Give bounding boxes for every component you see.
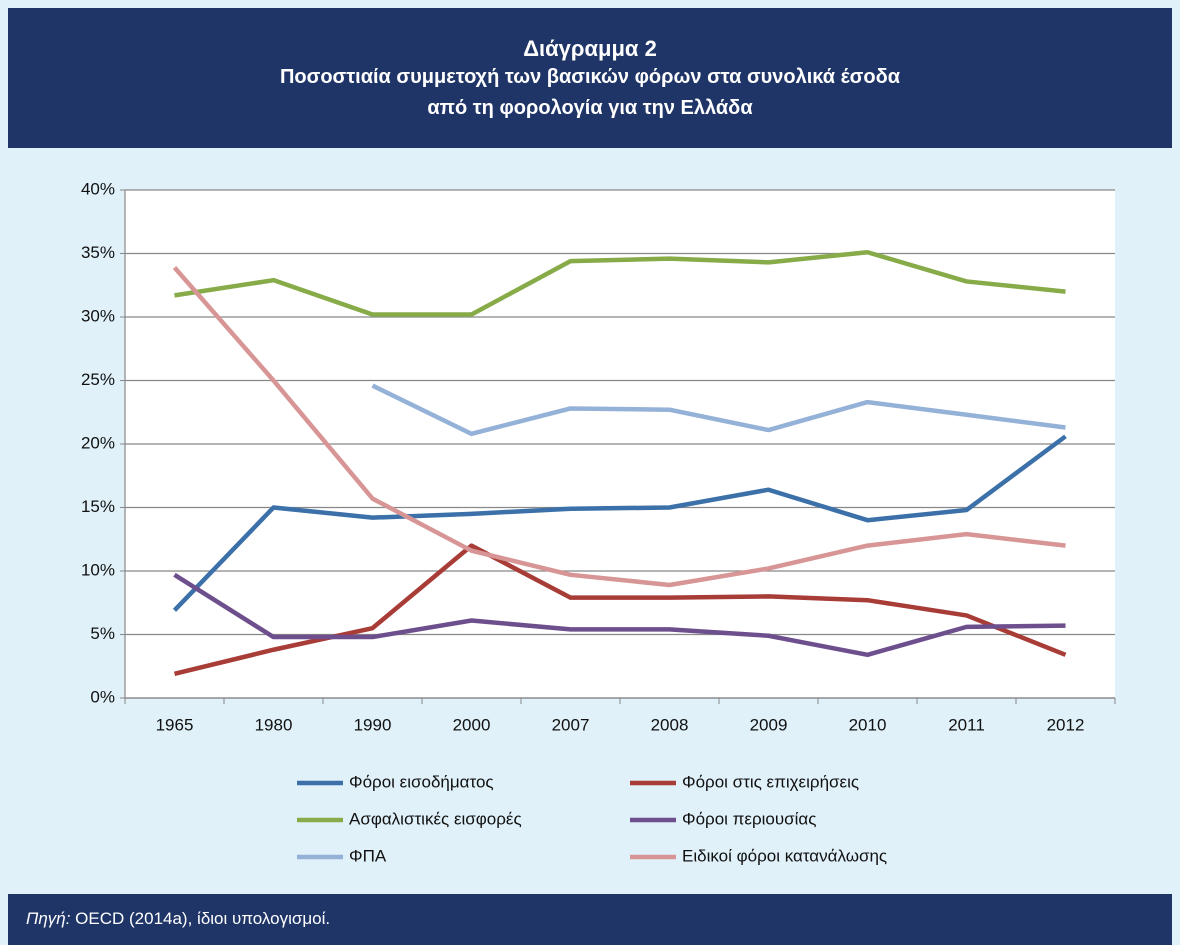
y-tick-label: 25% (81, 370, 115, 389)
y-tick-label: 5% (90, 624, 115, 643)
x-tick-label: 1965 (156, 715, 194, 734)
chart: 0% 5% 10% 15% 20% 25% 30% 35% 40% 1965 1980 1990 200… (81, 179, 1116, 865)
chart-subtitle: από τη φορολογία για την Ελλάδα (427, 97, 753, 119)
y-tick-label: 40% (81, 179, 115, 198)
footer: Πηγή: OECD (2014a), ίδιοι υπολογισμοί. (8, 894, 1172, 945)
source-text: OECD (2014a), ίδιοι υπολογισμοί. (75, 909, 331, 928)
y-tick-label: 20% (81, 433, 115, 452)
source-note: Πηγή: OECD (2014a), ίδιοι υπολογισμοί. (26, 909, 330, 929)
x-tick-label: 2010 (849, 715, 887, 734)
source-label: Πηγή: (26, 909, 71, 928)
x-tick-label: 2007 (552, 715, 590, 734)
header: Διάγραμμα 2 Ποσοστιαία συμμετοχή των βασ… (8, 8, 1172, 148)
data-line (172, 434, 1067, 612)
legend-label: Φόροι στις επιχειρήσεις (682, 772, 859, 791)
y-tick-label: 15% (81, 497, 115, 516)
chart-subtitle: Ποσοστιαία συμμετοχή των βασικών φόρων σ… (279, 66, 900, 88)
x-tick-label: 2008 (651, 715, 689, 734)
data-line (371, 383, 1066, 437)
legend-label: Ασφαλιστικές εισφορές (349, 809, 522, 828)
y-tick-label: 10% (81, 560, 115, 579)
data-line (172, 265, 1066, 588)
legend-label: Ειδικοί φόροι κατανάλωσης (682, 846, 887, 865)
x-tick-label: 2011 (948, 715, 985, 734)
data-line (173, 572, 1066, 658)
x-tick-label: 2009 (750, 715, 788, 734)
y-tick-label: 35% (81, 243, 115, 262)
chart-title: Διάγραμμα 2 (523, 36, 657, 61)
data-line (174, 249, 1066, 317)
legend-label: Φόροι περιουσίας (682, 809, 816, 828)
legend-label: Φόροι εισοδήματος (349, 772, 494, 791)
y-tick-label: 30% (81, 306, 115, 325)
legend-label: ΦΠΑ (349, 846, 387, 865)
x-tick-label: 2000 (453, 715, 491, 734)
x-tick-label: 1980 (255, 715, 293, 734)
x-tick-label: 2012 (1047, 715, 1085, 734)
x-tick-label: 1990 (354, 715, 392, 734)
y-tick-label: 0% (90, 687, 115, 706)
